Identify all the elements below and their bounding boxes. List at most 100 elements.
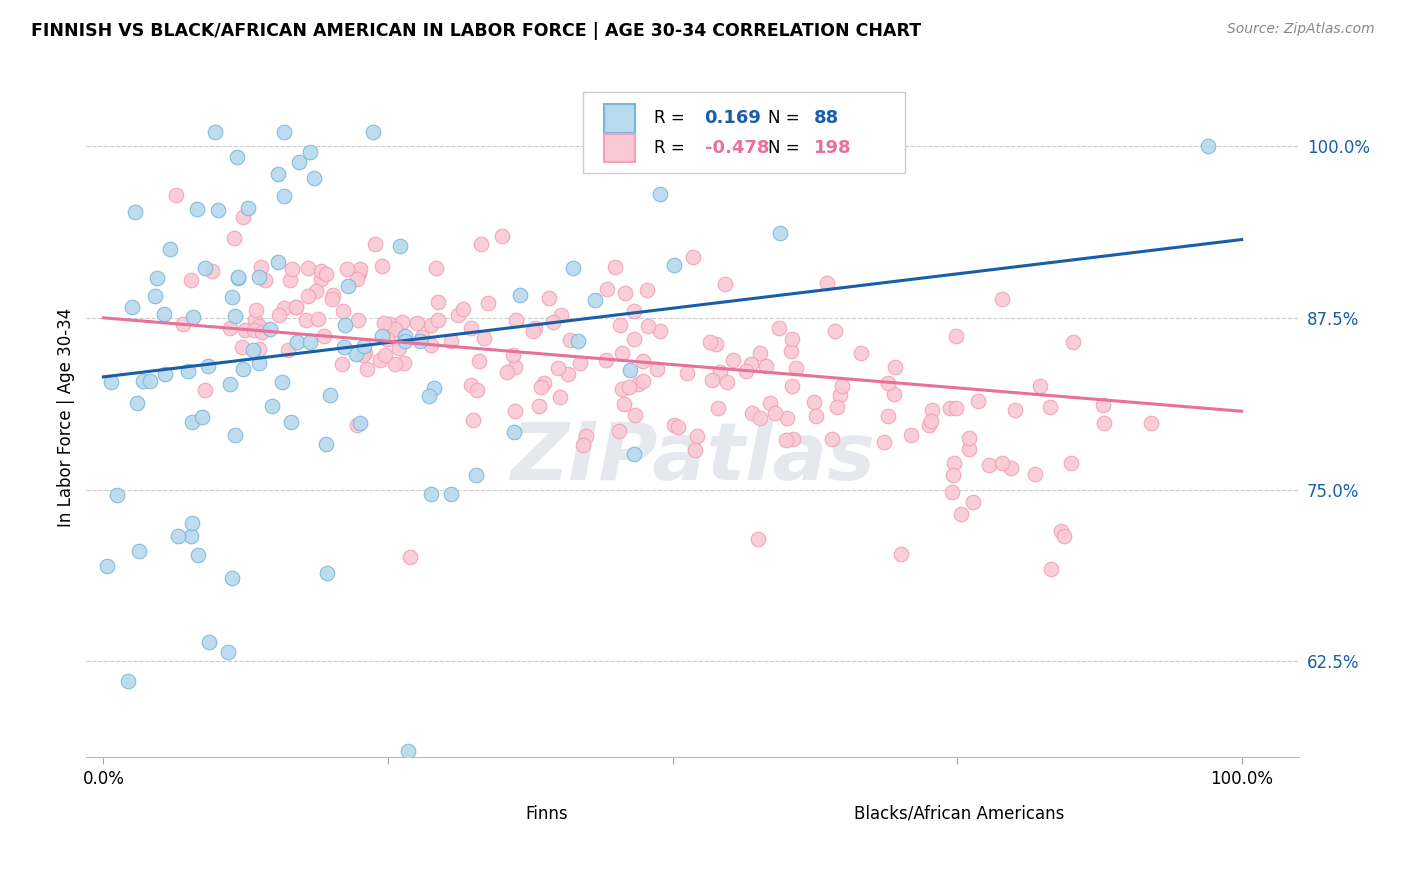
Point: [394, 329, 416, 343]
Point: [394, 334, 416, 348]
Point: [221, 290, 243, 304]
Point: [231, 341, 253, 355]
Point: [782, 432, 804, 446]
Point: [645, 362, 668, 376]
Point: [132, 374, 155, 388]
Point: [1053, 529, 1076, 543]
Point: [153, 367, 176, 381]
Point: [322, 288, 344, 302]
Point: [180, 415, 202, 429]
Point: [299, 335, 322, 350]
Point: [627, 377, 650, 392]
Point: [232, 362, 254, 376]
Point: [990, 293, 1012, 307]
Point: [224, 309, 246, 323]
Point: [384, 322, 406, 336]
Point: [533, 376, 555, 391]
Point: [900, 428, 922, 442]
Point: [474, 331, 496, 345]
Point: [194, 260, 217, 275]
Point: [782, 379, 804, 393]
Point: [495, 365, 517, 379]
Point: [721, 352, 744, 367]
Point: [145, 288, 167, 302]
Point: [371, 259, 394, 273]
Point: [873, 434, 896, 449]
Point: [949, 507, 972, 521]
Point: [537, 291, 560, 305]
Point: [1049, 524, 1071, 538]
Point: [353, 346, 375, 360]
Point: [675, 366, 697, 380]
Point: [571, 438, 593, 452]
Point: [877, 409, 900, 423]
Point: [890, 547, 912, 561]
Point: [1060, 456, 1083, 470]
Point: [595, 352, 617, 367]
Point: [662, 418, 685, 433]
Point: [285, 300, 308, 314]
Point: [966, 393, 988, 408]
Point: [623, 446, 645, 460]
Point: [470, 236, 492, 251]
Text: N =: N =: [768, 139, 804, 157]
Point: [267, 308, 290, 322]
Point: [759, 396, 782, 410]
Point: [127, 396, 149, 410]
Point: [419, 337, 441, 351]
Point: [735, 364, 758, 378]
Point: [280, 415, 302, 429]
Text: 88: 88: [814, 109, 839, 128]
Point: [1040, 561, 1063, 575]
Point: [186, 202, 208, 216]
Point: [425, 260, 447, 275]
Point: [603, 260, 626, 274]
Point: [349, 262, 371, 277]
Point: [247, 342, 270, 356]
Point: [505, 313, 527, 327]
Point: [831, 379, 853, 393]
Point: [942, 468, 965, 483]
Text: -0.478: -0.478: [704, 139, 769, 157]
Point: [128, 544, 150, 558]
Point: [254, 273, 277, 287]
Point: [849, 346, 872, 360]
Point: [748, 410, 770, 425]
Point: [222, 231, 245, 245]
Point: [637, 319, 659, 334]
Point: [613, 286, 636, 301]
Point: [371, 329, 394, 343]
Point: [364, 236, 387, 251]
Point: [957, 431, 980, 445]
Point: [273, 301, 295, 315]
Point: [619, 362, 641, 376]
Point: [828, 388, 851, 402]
Point: [699, 334, 721, 349]
Point: [273, 125, 295, 139]
Text: FINNISH VS BLACK/AFRICAN AMERICAN IN LABOR FORCE | AGE 30-34 CORRELATION CHART: FINNISH VS BLACK/AFRICAN AMERICAN IN LAB…: [31, 22, 921, 40]
Point: [780, 332, 803, 346]
Point: [305, 285, 328, 299]
Point: [1091, 399, 1114, 413]
Point: [463, 412, 485, 426]
Point: [391, 315, 413, 329]
Point: [309, 272, 332, 286]
Point: [468, 354, 491, 368]
Point: [477, 296, 499, 310]
Point: [388, 341, 411, 355]
Point: [267, 255, 290, 269]
Point: [388, 239, 411, 253]
Point: [1024, 467, 1046, 481]
Point: [648, 324, 671, 338]
Point: [335, 318, 357, 332]
Point: [233, 323, 256, 337]
Point: [636, 283, 658, 297]
Point: [447, 308, 470, 322]
Point: [740, 357, 762, 371]
Point: [607, 424, 630, 438]
Point: [346, 313, 368, 327]
Point: [785, 361, 807, 376]
Point: [780, 344, 803, 359]
Point: [420, 318, 443, 333]
Point: [827, 401, 849, 415]
